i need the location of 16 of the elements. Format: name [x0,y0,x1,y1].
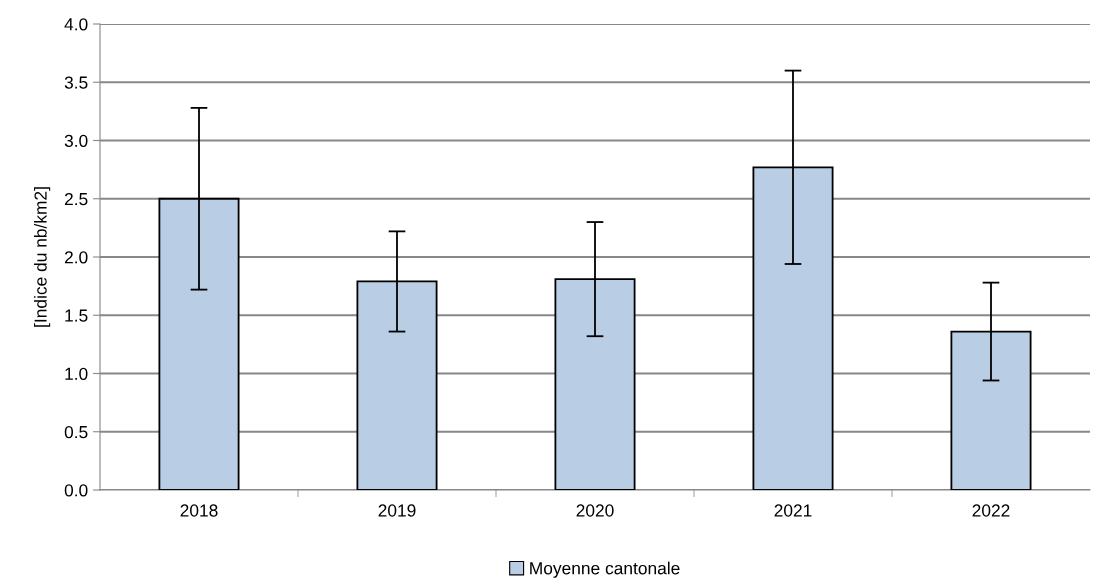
y-tick-label: 1.5 [65,309,88,322]
legend-label: Moyenne cantonale [530,561,680,578]
x-tick-label: 2022 [972,504,1010,517]
x-tick-label: 2018 [180,504,218,517]
y-axis-title: [Indice du nb/km2] [33,187,51,327]
y-tick-label: 1.0 [65,367,88,380]
x-tick-label: 2019 [378,504,416,517]
x-tick-label: 2021 [774,504,812,517]
y-tick-label: 2.5 [64,192,88,206]
y-tick-label: 0.0 [64,484,88,497]
y-tick-label: 3.5 [64,76,88,89]
y-tick-label: 2.0 [64,251,88,264]
x-tick-label: 2020 [576,504,614,517]
y-tick-label: 3.0 [64,134,88,147]
y-tick-label: 4.0 [64,18,88,31]
y-tick-label: 0.5 [64,425,88,439]
